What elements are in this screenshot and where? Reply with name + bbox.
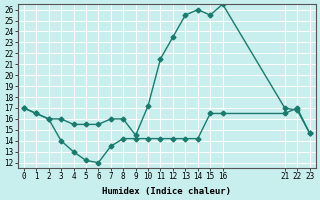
X-axis label: Humidex (Indice chaleur): Humidex (Indice chaleur) — [102, 187, 231, 196]
